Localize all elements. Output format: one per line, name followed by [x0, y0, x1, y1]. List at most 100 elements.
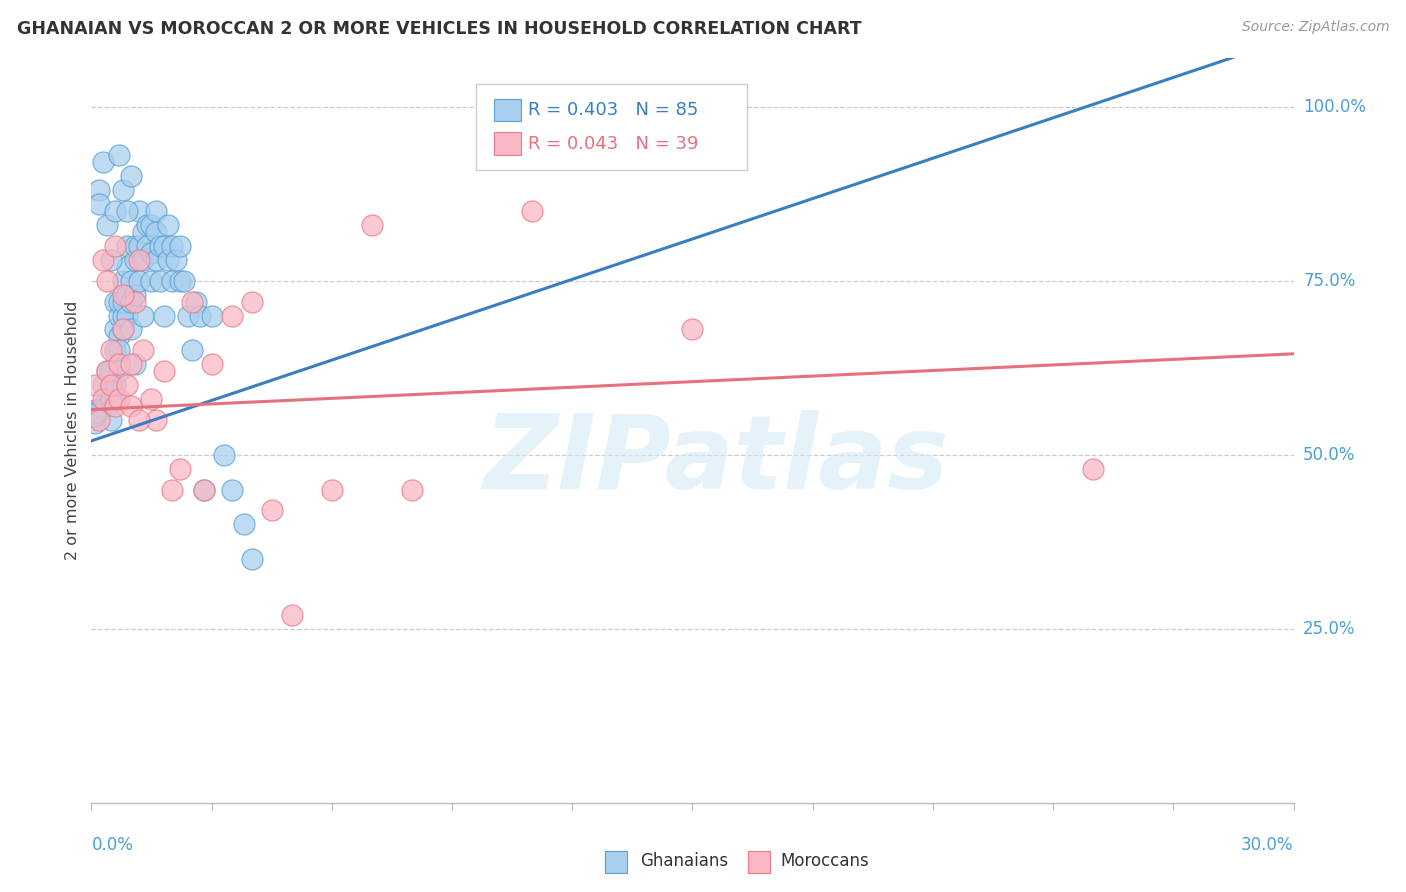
- Text: 0.0%: 0.0%: [91, 836, 134, 855]
- Point: [128, 239, 150, 253]
- Point: [93, 392, 115, 406]
- Point: [132, 309, 155, 323]
- Point: [100, 413, 122, 427]
- Point: [84, 409, 107, 424]
- Point: [84, 402, 107, 417]
- Point: [96, 399, 118, 413]
- Point: [121, 357, 143, 371]
- Point: [128, 252, 150, 267]
- Point: [112, 322, 135, 336]
- Point: [100, 343, 122, 358]
- Point: [141, 218, 163, 232]
- Point: [148, 239, 170, 253]
- Point: [84, 409, 107, 424]
- Point: [152, 309, 174, 323]
- FancyBboxPatch shape: [494, 99, 520, 121]
- Point: [128, 204, 150, 219]
- Point: [100, 364, 122, 378]
- Point: [1083, 461, 1105, 475]
- Point: [184, 294, 207, 309]
- Point: [104, 239, 127, 253]
- Point: [96, 364, 118, 378]
- Point: [124, 357, 146, 371]
- Point: [108, 309, 131, 323]
- Point: [681, 322, 703, 336]
- Point: [104, 322, 127, 336]
- Text: 25.0%: 25.0%: [1303, 620, 1355, 638]
- Point: [121, 294, 143, 309]
- Point: [117, 204, 139, 219]
- Point: [89, 183, 111, 197]
- Point: [176, 309, 198, 323]
- Point: [89, 413, 111, 427]
- Point: [100, 392, 122, 406]
- Point: [148, 274, 170, 288]
- Point: [117, 309, 139, 323]
- Point: [104, 204, 127, 219]
- Point: [108, 357, 131, 371]
- Point: [201, 309, 224, 323]
- Point: [104, 392, 127, 406]
- Point: [124, 287, 146, 301]
- Point: [108, 329, 131, 343]
- Point: [152, 239, 174, 253]
- Point: [145, 204, 167, 219]
- Point: [156, 218, 179, 232]
- Point: [180, 294, 202, 309]
- Point: [84, 378, 107, 392]
- Point: [281, 607, 304, 622]
- Point: [121, 322, 143, 336]
- Point: [201, 357, 224, 371]
- Point: [212, 448, 235, 462]
- Point: [160, 483, 183, 497]
- Point: [104, 343, 127, 358]
- Text: 30.0%: 30.0%: [1241, 836, 1294, 855]
- Point: [100, 252, 122, 267]
- Point: [132, 343, 155, 358]
- Point: [112, 274, 135, 288]
- Point: [169, 239, 191, 253]
- Point: [136, 239, 159, 253]
- Point: [108, 343, 131, 358]
- Point: [221, 483, 243, 497]
- Point: [86, 402, 108, 417]
- Point: [104, 378, 127, 392]
- Text: R = 0.043   N = 39: R = 0.043 N = 39: [527, 135, 699, 153]
- Point: [96, 218, 118, 232]
- Point: [112, 309, 135, 323]
- Point: [108, 364, 131, 378]
- Point: [112, 322, 135, 336]
- Text: Moroccans: Moroccans: [780, 852, 869, 870]
- Text: 75.0%: 75.0%: [1303, 272, 1355, 290]
- Point: [221, 309, 243, 323]
- Point: [132, 252, 155, 267]
- Text: 100.0%: 100.0%: [1303, 98, 1367, 116]
- Point: [232, 517, 254, 532]
- Point: [108, 294, 131, 309]
- Point: [141, 392, 163, 406]
- Point: [121, 399, 143, 413]
- Point: [117, 287, 139, 301]
- Point: [141, 274, 163, 288]
- Point: [160, 274, 183, 288]
- Point: [145, 413, 167, 427]
- Point: [100, 378, 122, 392]
- Point: [100, 378, 122, 392]
- Point: [193, 483, 215, 497]
- Point: [132, 225, 155, 239]
- Point: [136, 218, 159, 232]
- Point: [112, 287, 135, 301]
- Point: [89, 197, 111, 211]
- Point: [173, 274, 195, 288]
- Y-axis label: 2 or more Vehicles in Household: 2 or more Vehicles in Household: [65, 301, 80, 560]
- Point: [193, 483, 215, 497]
- Point: [145, 225, 167, 239]
- Point: [128, 413, 150, 427]
- Point: [112, 294, 135, 309]
- Point: [104, 294, 127, 309]
- Point: [84, 406, 107, 420]
- Point: [84, 417, 107, 431]
- Text: ZIPatlas: ZIPatlas: [484, 409, 949, 511]
- Point: [165, 252, 187, 267]
- Point: [93, 252, 115, 267]
